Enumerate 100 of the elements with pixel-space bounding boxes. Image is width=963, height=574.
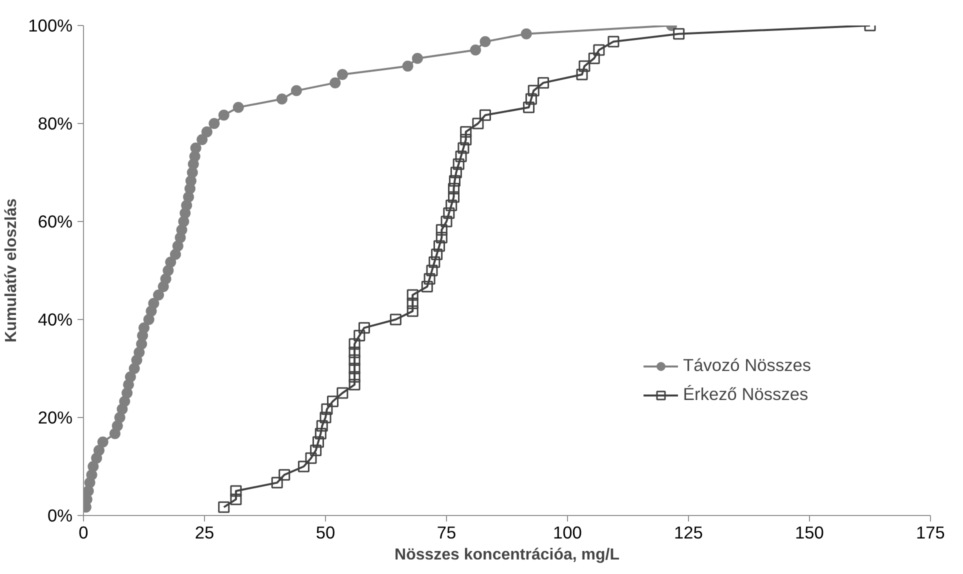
point bbox=[593, 44, 605, 56]
x-axis-title: Nösszes koncentrációa, mg/L bbox=[394, 546, 620, 564]
point bbox=[431, 248, 443, 260]
point bbox=[421, 280, 433, 292]
point bbox=[336, 69, 348, 80]
point bbox=[165, 256, 176, 268]
point bbox=[153, 290, 164, 300]
point bbox=[412, 52, 423, 64]
x-tick-label: 100 bbox=[553, 522, 582, 542]
point bbox=[460, 134, 472, 146]
point bbox=[230, 485, 242, 497]
y-tick-label: 20% bbox=[38, 408, 73, 428]
point bbox=[538, 77, 550, 89]
y-tick-label: 0% bbox=[47, 506, 72, 526]
point bbox=[528, 84, 540, 96]
point bbox=[358, 322, 370, 334]
point bbox=[218, 110, 230, 121]
point bbox=[440, 216, 452, 228]
point bbox=[290, 85, 302, 96]
point bbox=[426, 264, 438, 276]
point bbox=[314, 428, 326, 440]
legend-label: Távozó Nösszes bbox=[683, 355, 812, 376]
point bbox=[330, 77, 341, 88]
point bbox=[320, 412, 332, 424]
point bbox=[436, 232, 448, 244]
point bbox=[458, 142, 470, 154]
point bbox=[452, 158, 464, 170]
point bbox=[148, 298, 160, 309]
point bbox=[450, 166, 462, 178]
x-tick-label: 75 bbox=[436, 522, 456, 542]
x-tick-label: 125 bbox=[674, 522, 703, 542]
point bbox=[170, 248, 181, 260]
point bbox=[576, 68, 588, 80]
x-tick-label: 0 bbox=[78, 522, 88, 542]
y-tick-label: 60% bbox=[38, 212, 73, 232]
point bbox=[348, 362, 360, 374]
x-tick-label: 50 bbox=[316, 522, 336, 542]
point bbox=[196, 134, 208, 146]
point bbox=[470, 44, 482, 56]
point bbox=[588, 52, 600, 64]
point bbox=[138, 322, 150, 334]
point bbox=[480, 36, 491, 48]
point bbox=[327, 396, 339, 408]
point bbox=[278, 469, 290, 481]
point bbox=[402, 60, 414, 72]
point bbox=[312, 436, 324, 448]
point bbox=[201, 126, 212, 138]
point bbox=[436, 224, 448, 236]
point bbox=[348, 354, 360, 366]
y-tick-label: 80% bbox=[38, 114, 73, 134]
point bbox=[523, 102, 535, 114]
point bbox=[316, 420, 328, 432]
point bbox=[443, 207, 455, 219]
point bbox=[348, 378, 360, 390]
point bbox=[88, 461, 99, 472]
x-tick-label: 175 bbox=[916, 522, 945, 542]
point bbox=[348, 338, 360, 350]
point bbox=[424, 273, 436, 285]
point bbox=[298, 460, 310, 472]
y-tick-label: 40% bbox=[38, 310, 73, 330]
point bbox=[232, 102, 244, 113]
point bbox=[460, 126, 472, 138]
point bbox=[406, 289, 418, 301]
point bbox=[348, 371, 360, 383]
x-tick-label: 150 bbox=[795, 522, 824, 542]
point bbox=[448, 182, 460, 194]
point bbox=[448, 175, 460, 187]
point bbox=[406, 305, 418, 317]
point bbox=[525, 93, 537, 105]
x-tick-label: 25 bbox=[194, 522, 214, 542]
point bbox=[134, 346, 145, 358]
point bbox=[608, 36, 620, 48]
point bbox=[446, 200, 458, 212]
point bbox=[271, 476, 283, 488]
point bbox=[448, 191, 460, 203]
point bbox=[479, 109, 491, 121]
point bbox=[310, 444, 322, 456]
point bbox=[348, 346, 360, 358]
point bbox=[390, 314, 402, 326]
point bbox=[218, 501, 230, 513]
point bbox=[673, 28, 685, 40]
point bbox=[336, 387, 348, 399]
y-axis-title: Kumulatív eloszlás bbox=[3, 198, 20, 343]
point bbox=[305, 452, 317, 464]
point bbox=[93, 444, 104, 456]
point bbox=[124, 371, 136, 382]
y-tick-label: 100% bbox=[28, 16, 73, 36]
point bbox=[406, 298, 418, 310]
point bbox=[276, 94, 288, 104]
point bbox=[97, 436, 108, 448]
point bbox=[455, 150, 467, 162]
point bbox=[321, 403, 333, 415]
point bbox=[230, 494, 242, 506]
legend-label: Érkező Nösszes bbox=[683, 384, 808, 405]
point bbox=[433, 240, 445, 252]
point bbox=[578, 60, 590, 72]
point bbox=[208, 118, 220, 129]
point bbox=[190, 142, 202, 154]
point bbox=[112, 420, 123, 432]
point bbox=[354, 330, 366, 342]
